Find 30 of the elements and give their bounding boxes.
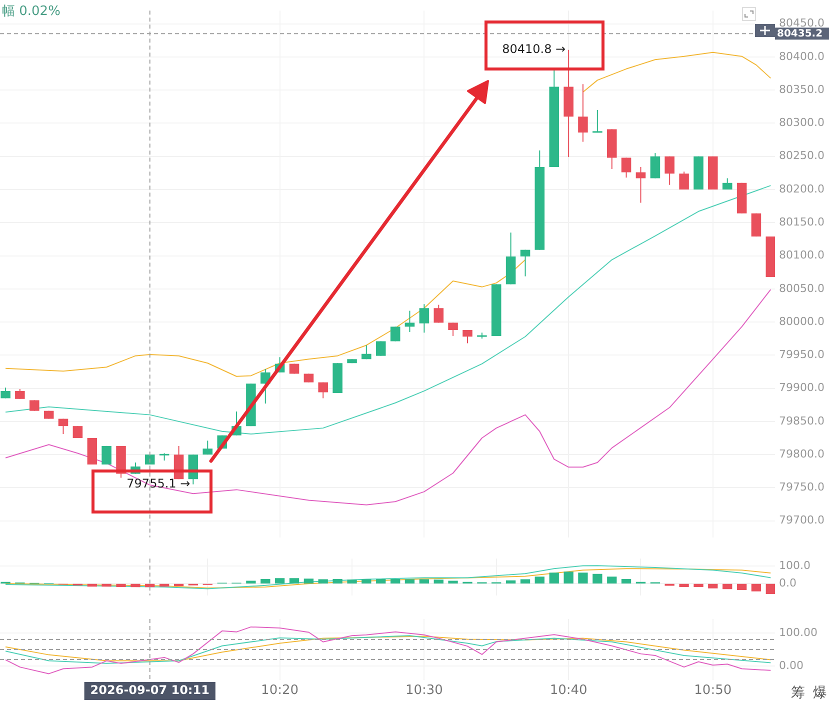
y-tick-label: 80150.0 <box>779 216 824 229</box>
y-tick-label: 80400.0 <box>779 50 824 63</box>
x-tick-label: 10:50 <box>694 683 732 698</box>
y-tick-label: 80200.0 <box>779 182 824 196</box>
y-tick-label: 80250.0 <box>779 149 824 162</box>
y-tick-label: 80450.0 <box>779 16 824 30</box>
y-tick-label: 79950.0 <box>779 348 824 362</box>
y-tick-label: 0.0 <box>779 576 796 590</box>
y-tick-label: 79850.0 <box>779 414 824 428</box>
y-tick-label: 80050.0 <box>779 282 824 295</box>
ref-line-label: 2026-09-07 10:11 <box>90 683 210 698</box>
annotation: 80410.8 → <box>502 42 566 56</box>
y-tick-label: 79750.0 <box>779 480 824 494</box>
x-tick-label: 10:20 <box>261 683 299 698</box>
y-tick-label: 100.00 <box>779 626 818 639</box>
text: 筹 <box>791 684 805 702</box>
y-tick-label: 80100.0 <box>779 248 824 262</box>
text: 爆 <box>813 684 827 702</box>
annotation: 幅 0.02% <box>2 3 60 20</box>
y-tick-label: 79700.0 <box>779 514 824 527</box>
y-tick-label: 79800.0 <box>779 447 824 460</box>
x-tick-label: 10:30 <box>405 683 443 698</box>
y-tick-label: 80300.0 <box>779 116 824 130</box>
y-tick-label: 80350.0 <box>779 82 824 96</box>
y-tick-label: 0.00 <box>779 658 804 672</box>
ref-line-label: 80435.2 <box>777 28 823 40</box>
y-tick-label: 79900.0 <box>779 381 824 394</box>
y-tick-label: 100.0 <box>779 558 810 572</box>
y-tick-label: 80000.0 <box>779 314 824 328</box>
x-tick-label: 10:40 <box>550 683 588 698</box>
